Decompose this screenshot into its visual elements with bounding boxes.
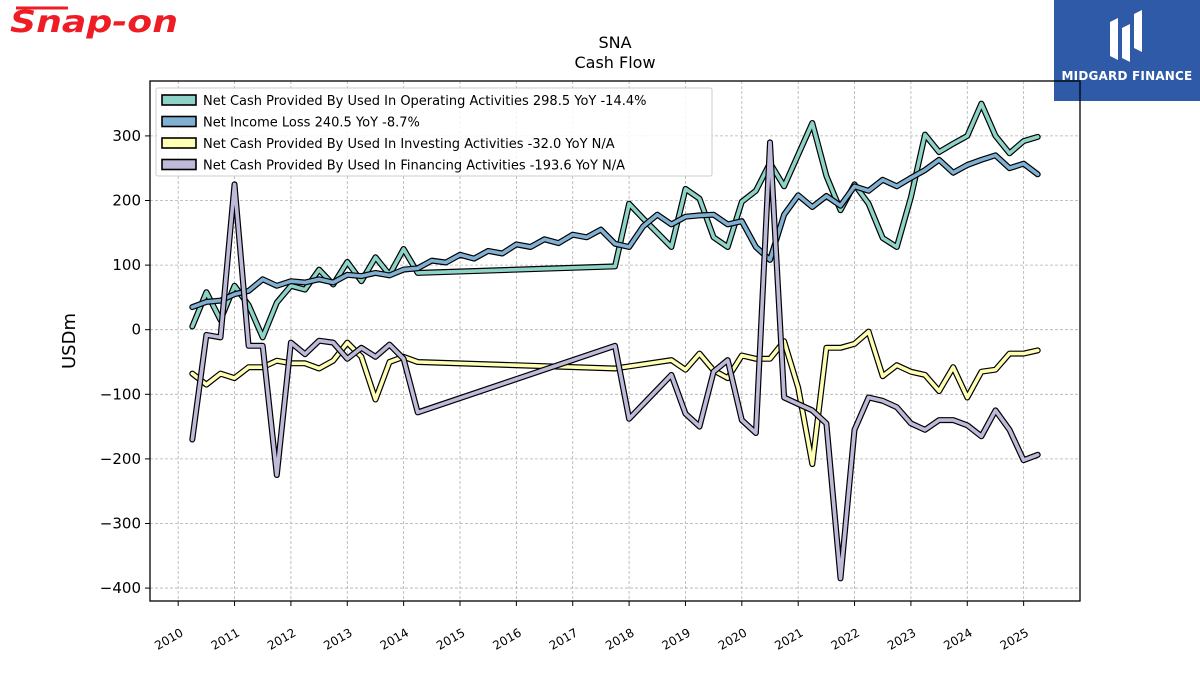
series-line [190, 140, 1040, 581]
series-line [190, 153, 1040, 309]
y-tick-label: −400 [100, 579, 141, 597]
y-axis-label: USDm [59, 313, 80, 369]
x-tick-label: 2011 [209, 625, 242, 652]
series-lines [189, 100, 1041, 582]
watermark-mark-icon [1110, 10, 1142, 62]
legend-entry: Net Income Loss 240.5 YoY -8.7% [203, 116, 420, 131]
watermark-text: MIDGARD FINANCE [1061, 69, 1193, 83]
x-tick-label: 2021 [772, 625, 805, 652]
svg-text:Snap-on: Snap-on [10, 5, 178, 40]
x-tick-label: 2016 [490, 625, 523, 652]
x-tick-label: 2022 [829, 625, 862, 652]
x-tick-label: 2015 [434, 625, 467, 652]
y-axis: −400 −300 −200 −100 0 100 200 300 [100, 127, 150, 597]
x-axis: 2010 2011 2012 2013 2014 2015 2016 2017 2018 2019… [152, 601, 1031, 653]
legend-box [155, 87, 713, 177]
x-tick-label: 2010 [152, 625, 185, 652]
legend-swatch [161, 115, 197, 128]
x-tick-label: 2014 [378, 625, 411, 652]
x-tick-label: 2013 [321, 625, 354, 652]
series-line [190, 329, 1040, 466]
legend-swatch [161, 137, 197, 149]
brand-logo: Snap-on [10, 5, 178, 40]
series-2 [189, 152, 1041, 311]
legend: Net Cash Provided By Used In Operating A… [155, 87, 713, 177]
legend-entry: Net Cash Provided By Used In Investing A… [203, 137, 615, 152]
legend-entry: Net Cash Provided By Used In Financing A… [203, 159, 625, 174]
x-tick-label: 2012 [265, 625, 298, 652]
watermark-logo: MIDGARD FINANCE [1054, 0, 1200, 101]
x-tick-label: 2025 [998, 625, 1031, 652]
x-tick-label: 2018 [603, 625, 636, 652]
chart-subtitle: Cash Flow [574, 53, 655, 72]
y-tick-label: 0 [131, 321, 141, 339]
y-tick-label: 100 [112, 256, 141, 274]
series-3 [189, 328, 1041, 468]
series-4 [189, 139, 1041, 582]
x-tick-label: 2019 [660, 625, 693, 652]
y-tick-label: −100 [100, 385, 141, 403]
x-tick-label: 2017 [547, 625, 580, 652]
x-tick-label: 2023 [885, 625, 918, 652]
x-tick-label: 2020 [716, 625, 749, 652]
legend-entry: Net Cash Provided By Used In Operating A… [203, 94, 646, 109]
legend-swatch [161, 94, 197, 106]
y-tick-label: 300 [112, 127, 141, 145]
y-tick-label: −300 [100, 514, 141, 532]
x-tick-label: 2024 [941, 625, 974, 652]
y-tick-label: −200 [100, 450, 141, 468]
y-tick-label: 200 [112, 192, 141, 210]
series-1 [189, 100, 1041, 341]
plot-frame [149, 80, 1081, 602]
series-line [190, 101, 1040, 340]
legend-swatch [161, 158, 197, 171]
chart-title: SNA [598, 33, 631, 52]
